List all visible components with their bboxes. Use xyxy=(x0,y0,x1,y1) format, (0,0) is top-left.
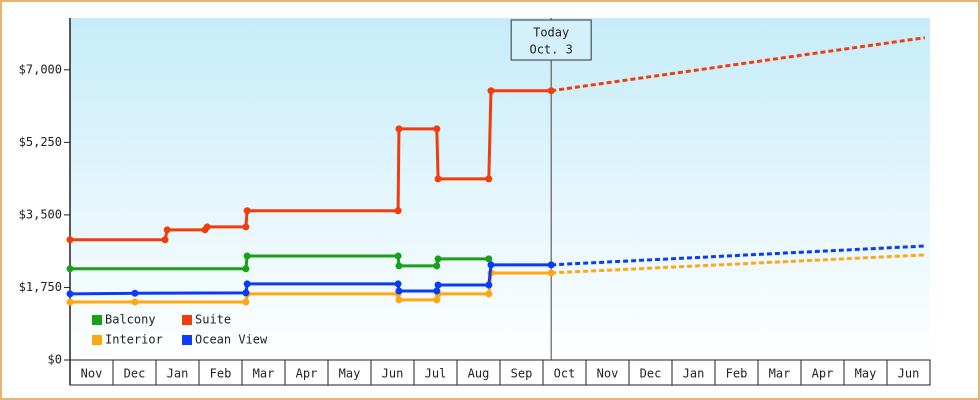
x-tick-label: May xyxy=(855,367,877,381)
legend-label: Ocean View xyxy=(195,333,268,347)
x-category-box xyxy=(69,359,114,386)
legend-swatch xyxy=(182,315,192,325)
forecast-line xyxy=(551,244,925,267)
today-box xyxy=(510,19,592,61)
price-point xyxy=(547,87,555,95)
price-point xyxy=(487,87,495,95)
price-point xyxy=(242,289,250,297)
price-point xyxy=(395,125,403,133)
x-tick-label: Jan xyxy=(167,367,189,381)
price-point xyxy=(395,262,403,270)
y-tick-label: $7,000 xyxy=(19,62,62,76)
legend-swatch xyxy=(182,335,192,345)
price-point xyxy=(547,261,555,269)
price-point xyxy=(433,287,441,295)
y-tick-label: $5,250 xyxy=(19,135,62,149)
x-tick-label: Jun xyxy=(382,367,404,381)
price-point xyxy=(433,296,441,304)
x-category-box xyxy=(241,359,286,386)
x-category-box xyxy=(671,359,716,386)
price-point xyxy=(66,298,74,306)
legend-swatch xyxy=(92,315,102,325)
x-tick-label: Jan xyxy=(683,367,705,381)
x-tick-label: Feb xyxy=(726,367,748,381)
x-category-box xyxy=(499,359,544,386)
price-line xyxy=(70,89,552,242)
price-point xyxy=(66,290,74,298)
x-tick-label: Jun xyxy=(898,367,920,381)
x-tick-label: Apr xyxy=(296,367,318,381)
price-point xyxy=(433,262,441,270)
price-point xyxy=(485,255,493,263)
price-point xyxy=(66,265,74,273)
price-point xyxy=(131,289,139,297)
price-point xyxy=(434,175,442,183)
price-point xyxy=(394,252,402,260)
x-category-box xyxy=(198,359,243,386)
x-tick-label: Mar xyxy=(253,367,275,381)
price-point xyxy=(243,207,251,215)
x-tick-label: Mar xyxy=(769,367,791,381)
x-tick-label: May xyxy=(339,367,361,381)
x-category-box xyxy=(370,359,415,386)
x-tick-label: Apr xyxy=(812,367,834,381)
price-point xyxy=(485,175,493,183)
x-category-box xyxy=(843,359,888,386)
price-point xyxy=(66,236,74,244)
y-tick-label: $0 xyxy=(48,353,62,367)
price-point xyxy=(434,281,442,289)
x-category-box xyxy=(112,359,157,386)
price-point xyxy=(203,223,211,231)
legend-label: Balcony xyxy=(105,313,156,327)
x-category-box xyxy=(800,359,845,386)
price-point xyxy=(394,207,402,215)
price-point xyxy=(242,223,250,231)
legend-label: Suite xyxy=(195,313,231,327)
plot-area xyxy=(70,18,930,360)
price-point xyxy=(547,269,555,277)
price-point xyxy=(131,298,139,306)
x-category-box xyxy=(413,359,458,386)
x-tick-label: Nov xyxy=(597,367,619,381)
price-point xyxy=(163,226,171,234)
price-point xyxy=(161,236,169,244)
x-tick-label: Aug xyxy=(468,367,490,381)
price-point xyxy=(433,125,441,133)
x-category-box xyxy=(327,359,372,386)
price-point xyxy=(242,298,250,306)
y-tick-label: $3,500 xyxy=(19,207,62,221)
x-tick-label: Nov xyxy=(81,367,103,381)
price-point xyxy=(485,290,493,298)
legend-swatch xyxy=(92,335,102,345)
price-point xyxy=(242,265,250,273)
x-tick-label: Dec xyxy=(640,367,662,381)
x-tick-label: Feb xyxy=(210,367,232,381)
price-point xyxy=(394,280,402,288)
today-label: Oct. 3 xyxy=(529,43,572,57)
x-category-box xyxy=(284,359,329,386)
price-point xyxy=(395,287,403,295)
forecast-line xyxy=(551,253,925,275)
price-point xyxy=(487,261,495,269)
x-tick-label: Oct xyxy=(554,367,576,381)
forecast-line xyxy=(550,36,926,93)
price-point xyxy=(434,255,442,263)
x-tick-label: Jul xyxy=(425,367,447,381)
x-tick-label: Dec xyxy=(124,367,146,381)
x-tick-label: Sep xyxy=(511,367,533,381)
x-category-box xyxy=(585,359,630,386)
today-label: Today xyxy=(533,26,569,40)
x-category-box xyxy=(542,359,587,386)
price-point xyxy=(485,281,493,289)
x-category-box xyxy=(714,359,759,386)
y-tick-label: $1,750 xyxy=(19,280,62,294)
price-point xyxy=(395,296,403,304)
legend-label: Interior xyxy=(105,333,163,347)
price-point xyxy=(243,280,251,288)
x-category-box xyxy=(886,359,931,386)
price-point xyxy=(243,252,251,260)
